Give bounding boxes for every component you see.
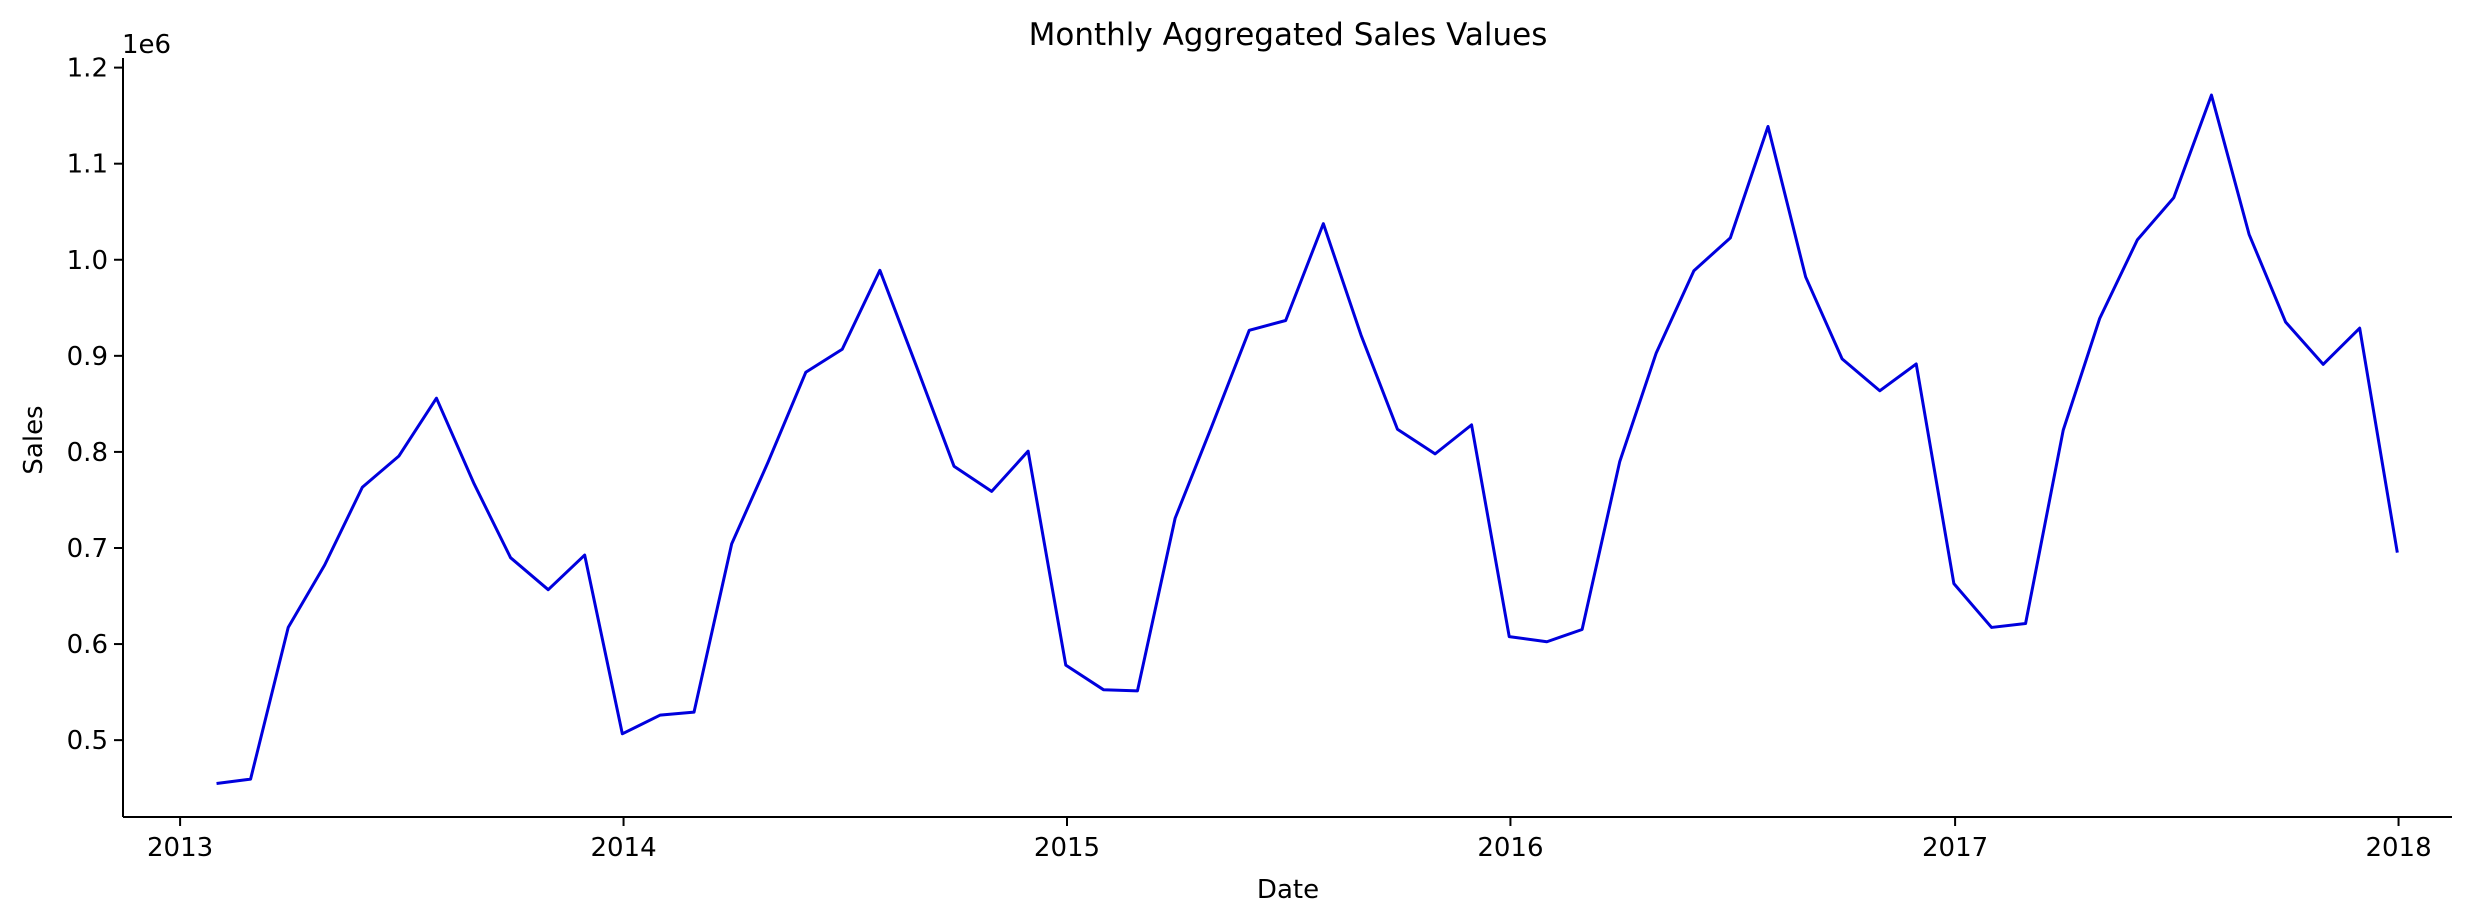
x-tick-label: 2017 bbox=[1922, 833, 1988, 863]
x-tick-label: 2014 bbox=[590, 833, 656, 863]
y-tick-label: 0.5 bbox=[67, 726, 108, 756]
y-tick-label: 0.6 bbox=[67, 630, 108, 660]
y-tick-label: 0.9 bbox=[67, 342, 108, 372]
chart-title: Monthly Aggregated Sales Values bbox=[1029, 17, 1548, 53]
x-tick-label: 2018 bbox=[2365, 833, 2431, 863]
y-tick-label: 0.7 bbox=[67, 534, 108, 564]
x-axis-label: Date bbox=[1257, 875, 1319, 905]
y-tick-label: 1.0 bbox=[67, 246, 108, 276]
x-tick-label: 2015 bbox=[1034, 833, 1100, 863]
y-axis-label: Sales bbox=[19, 405, 49, 474]
y-tick-label: 1.1 bbox=[67, 150, 108, 180]
y-tick-label: 0.8 bbox=[67, 438, 108, 468]
plot-area bbox=[216, 93, 2399, 785]
x-tick-label: 2016 bbox=[1477, 833, 1543, 863]
x-axis-ticks: 2013 2014 2015 2016 2017 2018 bbox=[147, 817, 2432, 863]
sales-line bbox=[216, 93, 2399, 785]
y-axis-offset-label: 1e6 bbox=[122, 30, 171, 60]
y-axis-ticks: 0.5 0.6 0.7 0.8 0.9 1.0 1.1 1.2 bbox=[67, 54, 123, 756]
y-tick-label: 1.2 bbox=[67, 54, 108, 84]
x-tick-label: 2013 bbox=[147, 833, 213, 863]
